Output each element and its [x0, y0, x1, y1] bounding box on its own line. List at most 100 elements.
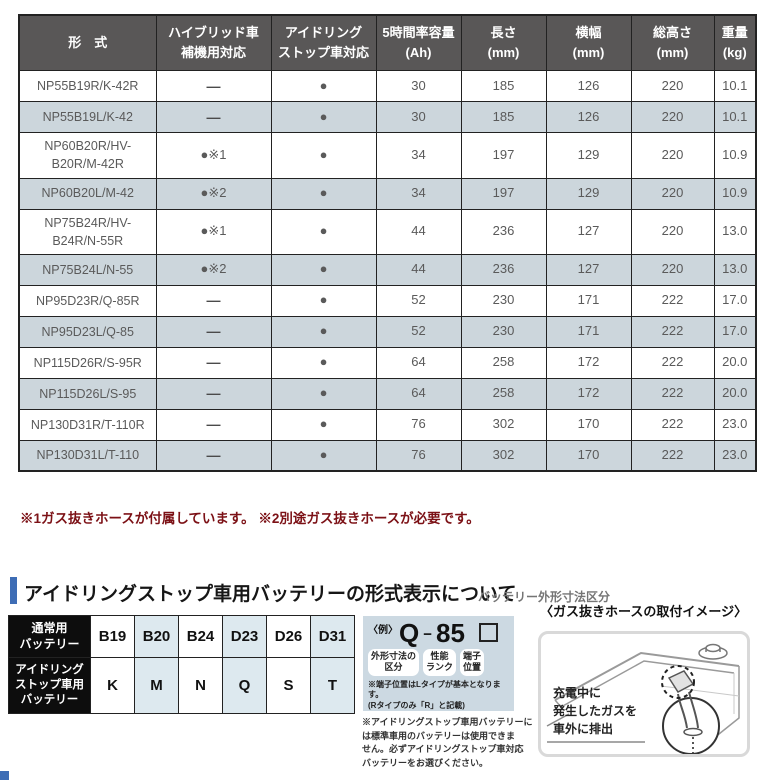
cell-model: NP55B19L/K-42: [18, 101, 157, 134]
dash-mark: —: [206, 77, 221, 94]
cell-idling: ●: [270, 177, 377, 210]
cell-capacity: 76: [375, 408, 462, 441]
idling-battery-header: アイドリング ストップ車用 バッテリー: [8, 657, 91, 714]
cell-idling: ●: [270, 377, 377, 410]
cell-capacity: 34: [375, 132, 462, 179]
terminal-position-note: ※端子位置はLタイプが基本となります。 (Rタイプのみ「R」と記載): [368, 679, 501, 711]
col-header-width: 横幅 (mm): [545, 14, 632, 72]
cell-height: 222: [630, 284, 715, 317]
gas-hose-illustration-title: 〈ガス抜きホースの取付イメージ〉: [540, 604, 748, 619]
size-code-cell: K: [90, 657, 135, 714]
cell-length: 302: [460, 408, 547, 441]
cell-height: 222: [630, 408, 715, 441]
cell-idling: ●: [270, 346, 377, 379]
cell-length: 185: [460, 70, 547, 103]
battery-hose-drawing: [546, 643, 740, 754]
size-code-cell: D31: [310, 615, 355, 658]
table-row: NP75B24R/HV- B24R/N-55R ●※1 ● 44 236 127…: [18, 208, 757, 255]
cell-model: NP75B24R/HV- B24R/N-55R: [18, 208, 157, 255]
cell-model: NP130D31L/T-110: [18, 439, 157, 472]
cell-idling: ●: [270, 208, 377, 255]
cell-hybrid: —: [155, 101, 272, 134]
table-row: NP55B19R/K-42R — ● 30 185 126 220 10.1: [18, 70, 757, 103]
cell-height: 222: [630, 315, 715, 348]
example-label: 〈例〉: [368, 625, 398, 636]
cell-length: 230: [460, 284, 547, 317]
cell-model: NP115D26R/S-95R: [18, 346, 157, 379]
example-dash: −: [423, 626, 432, 643]
cell-capacity: 44: [375, 208, 462, 255]
size-code-cell: N: [178, 657, 223, 714]
cell-width: 170: [545, 439, 632, 472]
cell-model: NP95D23R/Q-85R: [18, 284, 157, 317]
cell-length: 197: [460, 177, 547, 210]
idling-battery-row: アイドリング ストップ車用 バッテリー K M N Q S T: [8, 657, 355, 714]
cell-hybrid: —: [155, 377, 272, 410]
cell-height: 220: [630, 253, 715, 286]
gas-hose-caption: 充電中に 発生したガスを 車外に排出: [553, 686, 638, 736]
cell-width: 172: [545, 377, 632, 410]
cell-width: 171: [545, 284, 632, 317]
cell-capacity: 34: [375, 177, 462, 210]
cell-length: 236: [460, 208, 547, 255]
cell-height: 222: [630, 439, 715, 472]
cell-capacity: 30: [375, 70, 462, 103]
cell-width: 172: [545, 346, 632, 379]
section-title: アイドリングストップ車用バッテリーの形式表示について: [24, 584, 517, 605]
normal-battery-header: 通常用 バッテリー: [8, 615, 91, 658]
cell-hybrid: ●※1: [155, 208, 272, 255]
cell-capacity: 52: [375, 284, 462, 317]
cell-idling: ●: [270, 132, 377, 179]
cell-width: 129: [545, 132, 632, 179]
cell-capacity: 52: [375, 315, 462, 348]
table-row: NP60B20L/M-42 ●※2 ● 34 197 129 220 10.9: [18, 177, 757, 210]
cell-idling: ●: [270, 101, 377, 134]
cell-width: 127: [545, 253, 632, 286]
size-code-cell: B24: [178, 615, 223, 658]
cell-weight: 13.0: [713, 208, 757, 255]
cell-length: 230: [460, 315, 547, 348]
example-rank-number: 85: [436, 618, 465, 648]
cell-capacity: 76: [375, 439, 462, 472]
section-subtitle: バッテリー外形寸法区分: [478, 590, 611, 604]
example-tag-row: 外形寸法の 区分 性能 ランク 端子 位置: [368, 649, 509, 676]
table-row: NP130D31R/T-110R — ● 76 302 170 222 23.0: [18, 408, 757, 441]
cell-length: 258: [460, 346, 547, 379]
cell-weight: 17.0: [713, 315, 757, 348]
col-header-model: 形 式: [18, 14, 157, 72]
cell-weight: 10.9: [713, 177, 757, 210]
col-header-capacity: 5時間率容量 (Ah): [375, 14, 462, 72]
cell-hybrid: —: [155, 284, 272, 317]
model-code-example-panel: 〈例〉 Q − 85 外形寸法の 区分 性能 ランク 端子 位置 ※端子位置はL…: [363, 616, 514, 711]
cell-width: 129: [545, 177, 632, 210]
cell-hybrid: ●※2: [155, 253, 272, 286]
cell-model: NP60B20L/M-42: [18, 177, 157, 210]
cell-hybrid: ●※2: [155, 177, 272, 210]
size-code-cell: S: [266, 657, 311, 714]
cell-weight: 10.9: [713, 132, 757, 179]
cell-model: NP130D31R/T-110R: [18, 408, 157, 441]
cell-length: 185: [460, 101, 547, 134]
table-row: NP130D31L/T-110 — ● 76 302 170 222 23.0: [18, 439, 757, 472]
cell-height: 220: [630, 132, 715, 179]
cell-weight: 20.0: [713, 377, 757, 410]
tag-size-category: 外形寸法の 区分: [368, 649, 420, 676]
cell-weight: 13.0: [713, 253, 757, 286]
cell-weight: 17.0: [713, 284, 757, 317]
table-row: NP60B20R/HV- B20R/M-42R ●※1 ● 34 197 129…: [18, 132, 757, 179]
cell-length: 302: [460, 439, 547, 472]
cell-idling: ●: [270, 253, 377, 286]
header-row: 形 式 ハイブリッド車 補機用対応 アイドリング ストップ車対応 5時間率容量 …: [18, 14, 757, 72]
cropped-accent-fragment: [0, 771, 9, 780]
dash-mark: —: [206, 323, 221, 340]
cell-hybrid: —: [155, 346, 272, 379]
size-code-table: 通常用 バッテリー B19 B20 B24 D23 D26 D31 アイドリング…: [8, 615, 355, 714]
cell-idling: ●: [270, 439, 377, 472]
cell-height: 220: [630, 208, 715, 255]
cell-model: NP95D23L/Q-85: [18, 315, 157, 348]
dash-mark: —: [206, 447, 221, 464]
col-header-height: 総高さ (mm): [630, 14, 715, 72]
col-header-weight: 重量 (kg): [713, 14, 757, 72]
terminal-position-placeholder-square: [478, 623, 498, 642]
